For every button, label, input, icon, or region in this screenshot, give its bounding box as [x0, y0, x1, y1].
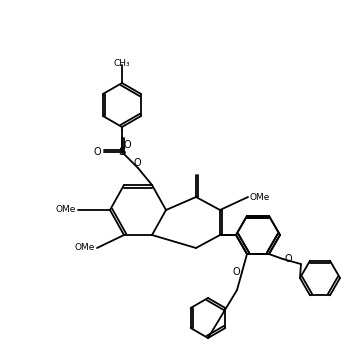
- Text: O: O: [133, 158, 141, 168]
- Text: S: S: [118, 147, 126, 157]
- Text: O: O: [124, 140, 132, 150]
- Text: O: O: [232, 267, 240, 277]
- Text: OMe: OMe: [75, 244, 95, 253]
- Text: OMe: OMe: [250, 193, 270, 202]
- Text: O: O: [93, 147, 101, 157]
- Text: OMe: OMe: [55, 206, 76, 214]
- Text: O: O: [285, 254, 293, 264]
- Text: CH₃: CH₃: [114, 59, 130, 68]
